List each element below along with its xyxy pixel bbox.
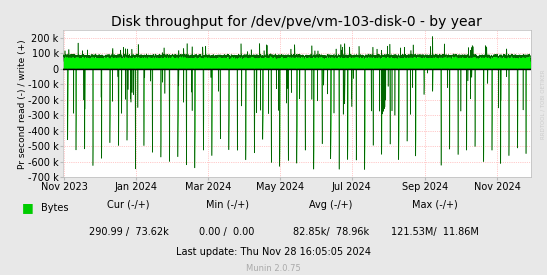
Text: Min (-/+): Min (-/+) xyxy=(206,200,248,210)
Text: Max (-/+): Max (-/+) xyxy=(412,200,458,210)
Text: 82.85k/  78.96k: 82.85k/ 78.96k xyxy=(293,227,369,237)
Text: RRDTOOL / TOBI OETIKER: RRDTOOL / TOBI OETIKER xyxy=(540,70,545,139)
Text: 290.99 /  73.62k: 290.99 / 73.62k xyxy=(89,227,168,237)
Y-axis label: Pr second read (-) / write (+): Pr second read (-) / write (+) xyxy=(18,39,27,169)
Text: Munin 2.0.75: Munin 2.0.75 xyxy=(246,264,301,273)
Title: Disk throughput for /dev/pve/vm-103-disk-0 - by year: Disk throughput for /dev/pve/vm-103-disk… xyxy=(111,15,482,29)
Text: 121.53M/  11.86M: 121.53M/ 11.86M xyxy=(391,227,479,237)
Text: Avg (-/+): Avg (-/+) xyxy=(309,200,353,210)
Text: 0.00 /  0.00: 0.00 / 0.00 xyxy=(199,227,255,237)
Text: Bytes: Bytes xyxy=(41,203,68,213)
Text: Cur (-/+): Cur (-/+) xyxy=(107,200,150,210)
Text: Last update: Thu Nov 28 16:05:05 2024: Last update: Thu Nov 28 16:05:05 2024 xyxy=(176,247,371,257)
Text: ■: ■ xyxy=(22,201,33,214)
